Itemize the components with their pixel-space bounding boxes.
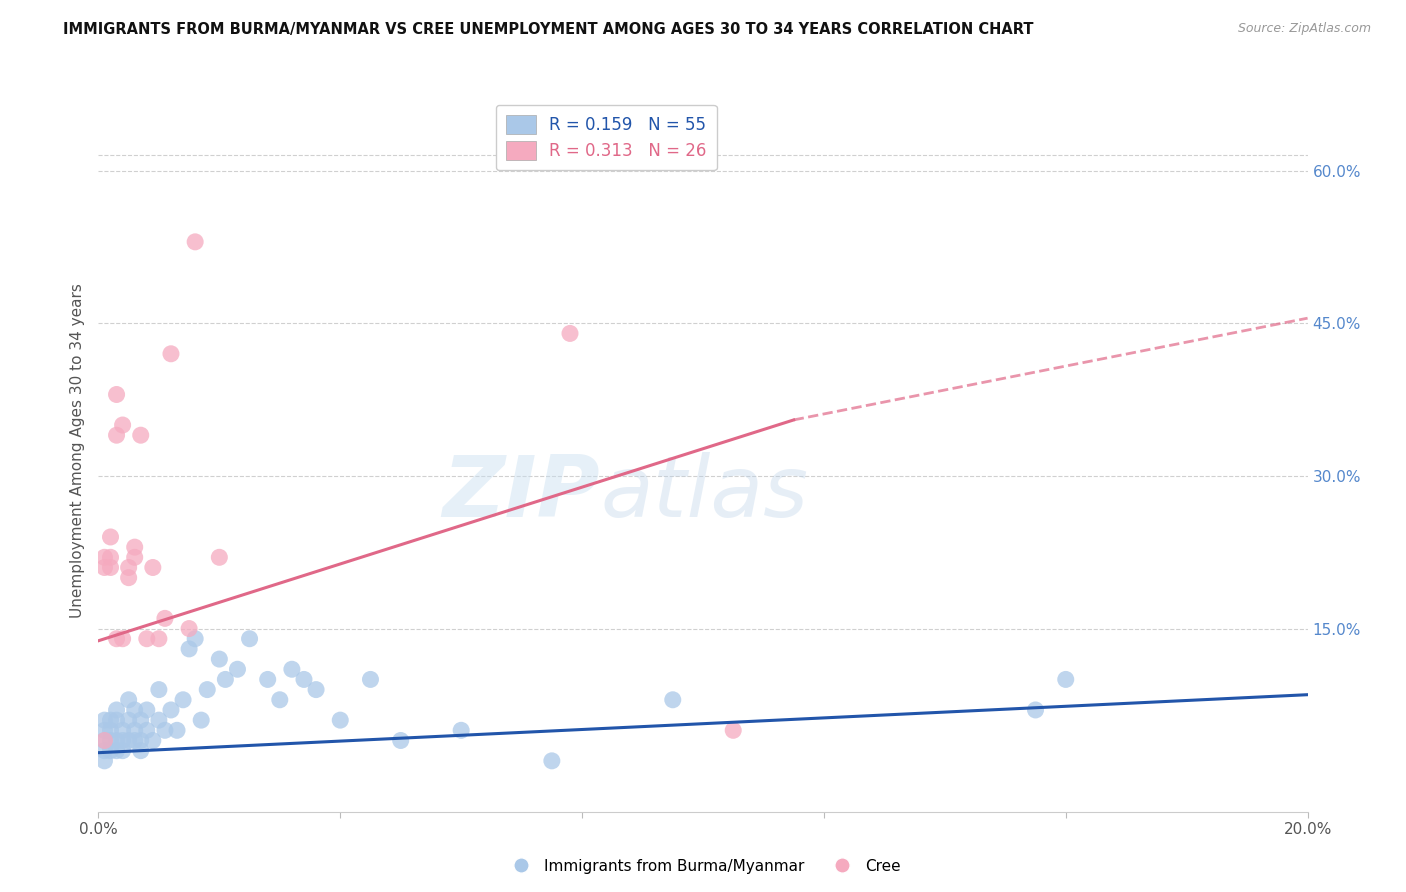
Point: [124, 703, 146, 717]
Point: [100, 713, 122, 727]
Point: [93, 713, 115, 727]
Point: [93, 550, 115, 565]
Point: [184, 235, 207, 249]
Point: [111, 733, 134, 747]
Point: [118, 693, 141, 707]
Point: [269, 693, 291, 707]
Point: [118, 571, 141, 585]
Point: [111, 417, 134, 432]
Point: [93, 723, 115, 738]
Point: [124, 723, 146, 738]
Point: [153, 611, 176, 625]
Point: [153, 723, 176, 738]
Point: [661, 693, 683, 707]
Point: [195, 682, 218, 697]
Point: [93, 733, 115, 747]
Point: [100, 744, 122, 758]
Point: [105, 733, 128, 747]
Point: [450, 723, 472, 738]
Point: [1024, 703, 1046, 717]
Point: [723, 723, 745, 738]
Point: [93, 754, 115, 768]
Point: [142, 560, 165, 574]
Point: [129, 744, 152, 758]
Point: [129, 733, 152, 747]
Point: [135, 723, 157, 738]
Point: [105, 703, 128, 717]
Point: [93, 733, 115, 747]
Point: [148, 682, 170, 697]
Point: [558, 326, 581, 341]
Point: [239, 632, 262, 646]
Text: IMMIGRANTS FROM BURMA/MYANMAR VS CREE UNEMPLOYMENT AMONG AGES 30 TO 34 YEARS COR: IMMIGRANTS FROM BURMA/MYANMAR VS CREE UN…: [63, 22, 1033, 37]
Y-axis label: Unemployment Among Ages 30 to 34 years: Unemployment Among Ages 30 to 34 years: [69, 283, 84, 618]
Point: [100, 560, 122, 574]
Point: [105, 387, 128, 401]
Point: [148, 713, 170, 727]
Point: [135, 632, 157, 646]
Point: [129, 713, 152, 727]
Point: [142, 733, 165, 747]
Legend: Immigrants from Burma/Myanmar, Cree: Immigrants from Burma/Myanmar, Cree: [499, 853, 907, 880]
Point: [93, 560, 115, 574]
Point: [105, 428, 128, 442]
Point: [100, 550, 122, 565]
Point: [214, 673, 236, 687]
Point: [184, 632, 207, 646]
Point: [305, 682, 328, 697]
Point: [179, 622, 201, 636]
Point: [208, 652, 231, 666]
Point: [100, 723, 122, 738]
Point: [129, 428, 152, 442]
Point: [208, 550, 231, 565]
Point: [179, 641, 201, 656]
Text: Source: ZipAtlas.com: Source: ZipAtlas.com: [1237, 22, 1371, 36]
Point: [100, 733, 122, 747]
Point: [329, 713, 352, 727]
Point: [190, 713, 212, 727]
Point: [118, 560, 141, 574]
Point: [166, 723, 188, 738]
Point: [111, 632, 134, 646]
Point: [105, 632, 128, 646]
Point: [124, 550, 146, 565]
Point: [105, 744, 128, 758]
Point: [135, 703, 157, 717]
Point: [111, 744, 134, 758]
Point: [226, 662, 249, 676]
Point: [172, 693, 194, 707]
Point: [105, 713, 128, 727]
Point: [540, 754, 562, 768]
Text: atlas: atlas: [600, 452, 808, 535]
Point: [93, 744, 115, 758]
Point: [111, 723, 134, 738]
Point: [118, 733, 141, 747]
Point: [256, 673, 278, 687]
Point: [160, 703, 183, 717]
Point: [160, 347, 183, 361]
Point: [292, 673, 315, 687]
Point: [148, 632, 170, 646]
Point: [124, 540, 146, 554]
Point: [281, 662, 304, 676]
Text: ZIP: ZIP: [443, 452, 600, 535]
Point: [124, 733, 146, 747]
Point: [360, 673, 382, 687]
Legend: R = 0.159   N = 55, R = 0.313   N = 26: R = 0.159 N = 55, R = 0.313 N = 26: [496, 104, 717, 169]
Point: [389, 733, 412, 747]
Point: [100, 530, 122, 544]
Point: [1054, 673, 1077, 687]
Point: [118, 713, 141, 727]
